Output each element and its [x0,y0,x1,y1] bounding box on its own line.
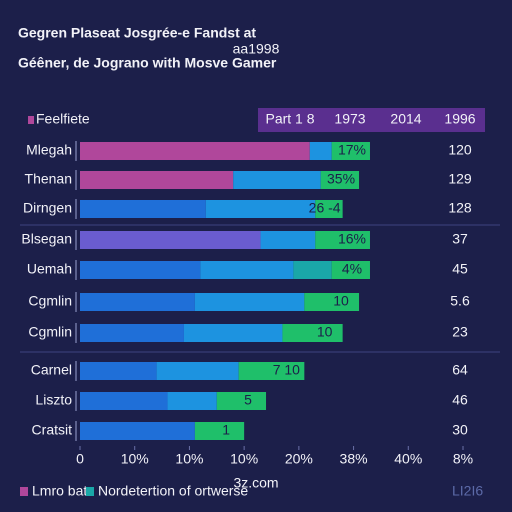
bar-segment [205,200,316,218]
bar-segment [80,231,261,249]
bar-label: 10 [333,293,349,309]
right-label: 30 [452,422,468,438]
right-label: 129 [448,171,472,187]
category-label: Uemah [27,261,72,277]
bar-label: 10 [317,324,333,340]
bar-label: 35% [327,171,355,187]
watermark: aa1998 [233,41,280,57]
right-label: 37 [452,231,468,247]
bar-segment [238,362,305,380]
category-label: Dirngen [23,200,72,216]
category-label: Cratsit [32,422,73,438]
bar-segment [156,362,239,380]
bar-segment [304,293,360,311]
bar-label: 7 10 [273,362,300,378]
watermark: 3z.com [233,475,278,491]
bar-segment [194,293,305,311]
bar-label: 1 [222,422,230,438]
column-header: Part 1 8 [265,111,314,127]
legend-swatch [20,487,28,496]
bar-segment [183,324,283,342]
bar-segment [80,324,184,342]
legend-label: Lmro bat [32,483,87,499]
right-label: 128 [448,200,472,216]
right-label: 46 [452,392,468,408]
corner-text: LI2I6 [452,483,483,499]
header-band [258,108,485,132]
x-tick-label: 10% [175,451,203,467]
x-tick-label: 8% [453,451,473,467]
bar-segment [331,142,370,160]
right-label: 5.6 [450,293,470,309]
right-label: 45 [452,261,468,277]
category-label: Cgmlin [28,324,72,340]
chart-title: Gegren Plaseat Josgrée-e Fandst at [18,25,256,41]
column-header: 2014 [390,111,421,127]
bar-segment [80,261,201,279]
legend-swatch [86,487,94,496]
column-header: 1973 [334,111,365,127]
bar-segment [233,171,321,189]
x-tick-label: 40% [394,451,422,467]
bar-segment [80,293,195,311]
category-label: Carnel [31,362,72,378]
x-tick-label: 10% [121,451,149,467]
x-tick-label: 38% [340,451,368,467]
category-label: Cgmlin [28,293,72,309]
right-label: 64 [452,362,468,378]
bar-segment [216,392,267,410]
bar-segment [315,231,370,249]
bar-segment [315,200,343,218]
x-tick-label: 20% [285,451,313,467]
bar-segment [293,261,332,279]
bar-segment [80,362,157,380]
bar-segment [320,171,360,189]
category-label: Liszto [35,392,72,408]
bar-segment [200,261,294,279]
bar-segment [80,200,206,218]
bar-label: 17% [338,142,366,158]
bar-segment [167,392,217,410]
legend-swatch [28,116,34,124]
bar-segment [80,392,168,410]
bar-label: 16% [338,231,366,247]
bar-segment [282,324,343,342]
category-label: Blsegan [21,231,72,247]
bar-segment [260,231,316,249]
category-label: Thenan [25,171,72,187]
bar-label: 4% [342,261,362,277]
header-legend: Feelfiete [36,111,90,127]
bar-segment [309,142,332,160]
bar-label: 26 -4 [309,200,341,216]
x-tick-label: 10% [230,451,258,467]
column-header: 1996 [444,111,475,127]
x-tick-label: 0 [76,451,84,467]
bar-segment [80,171,234,189]
bar-segment [80,422,195,440]
bar-segment [331,261,370,279]
bar-segment [194,422,245,440]
bar-segment [80,142,310,160]
category-label: Mlegah [26,142,72,158]
bar-label: 5 [244,392,252,408]
right-label: 23 [452,324,468,340]
right-label: 120 [448,142,472,158]
chart-title: Géêner, de Jograno with Mosve Gamer [18,55,277,71]
legend-label: Nordetertion of ortwerse [98,483,248,499]
